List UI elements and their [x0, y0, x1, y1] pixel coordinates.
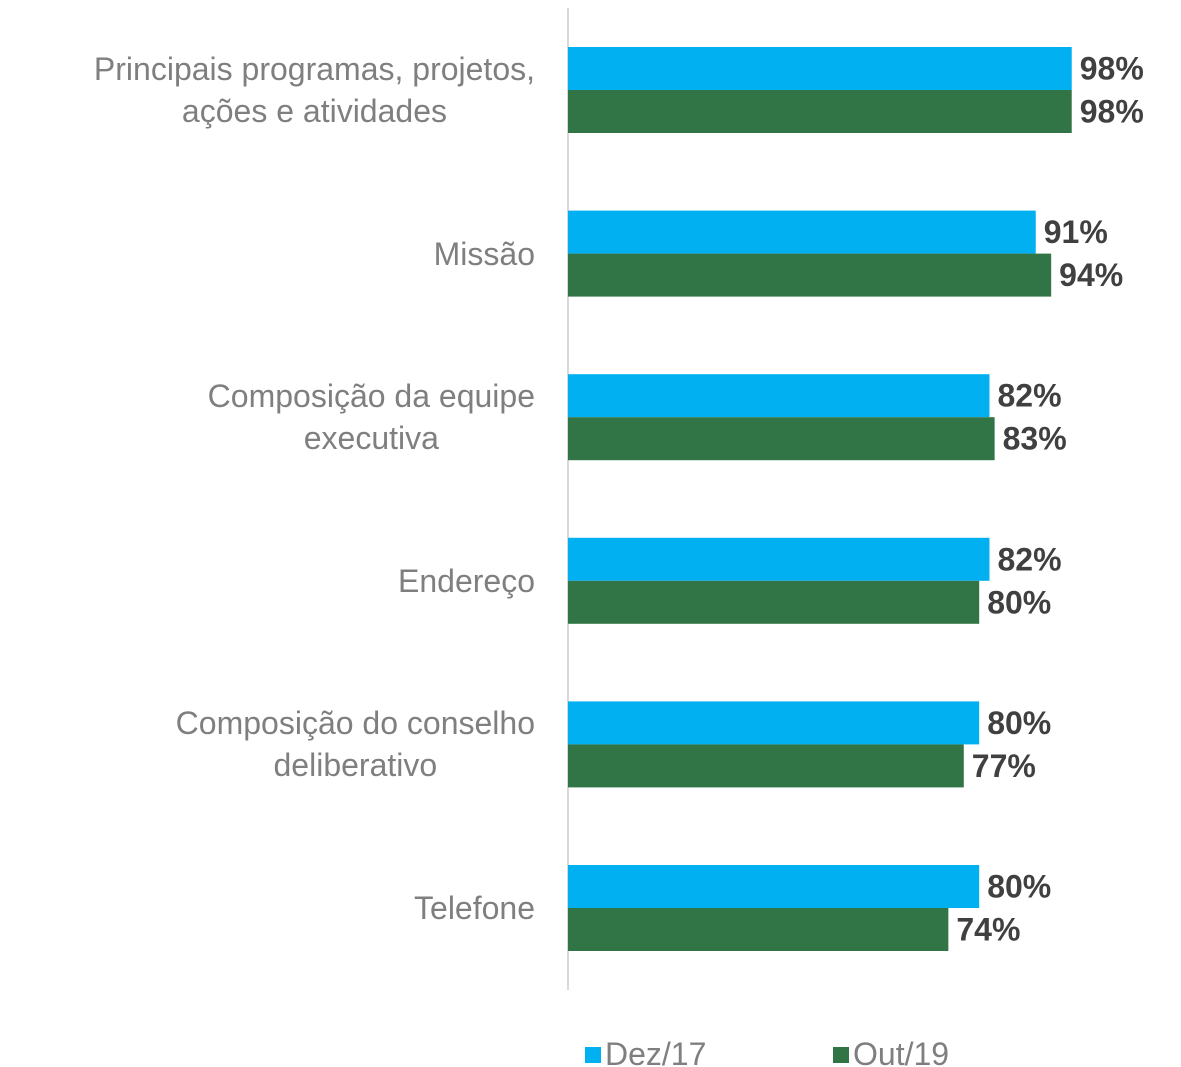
data-label: 82%	[997, 541, 1061, 577]
category-text: Principais programas, projetos, ações e …	[93, 51, 535, 129]
bar	[568, 374, 990, 418]
data-label: 98%	[1080, 51, 1144, 87]
bar	[568, 908, 949, 951]
data-label: 80%	[987, 869, 1051, 905]
bar	[568, 210, 1036, 254]
category-label: Composição do conselho deliberativo	[0, 702, 535, 786]
category-label: Endereço	[0, 560, 535, 602]
data-label: 80%	[987, 705, 1051, 741]
legend-label: Out/19	[853, 1036, 950, 1067]
data-label: 83%	[1003, 421, 1067, 457]
category-label: Missão	[0, 233, 535, 275]
legend-item: Out/19	[833, 1036, 949, 1067]
category-text: Composição do conselho deliberativo	[175, 705, 535, 784]
category-text: Endereço	[398, 562, 535, 599]
category-label: Principais programas, projetos, ações e …	[0, 48, 535, 132]
bar	[568, 744, 964, 788]
bar	[568, 90, 1072, 133]
legend-swatch	[585, 1046, 601, 1063]
data-label: 80%	[987, 584, 1051, 620]
data-label: 98%	[1080, 94, 1144, 130]
bar	[568, 253, 1052, 297]
legend-item: Dez/17	[585, 1036, 706, 1067]
legend-swatch	[833, 1046, 849, 1063]
bar	[568, 417, 995, 461]
category-text: Telefone	[414, 890, 535, 926]
bar	[568, 580, 980, 624]
data-label: 91%	[1044, 214, 1108, 250]
category-label: Composição da equipe executiva	[0, 375, 535, 459]
bar	[568, 865, 980, 908]
category-label: Telefone	[0, 887, 535, 929]
legend: Dez/17 Out/19	[0, 1036, 1181, 1067]
bar	[568, 47, 1072, 90]
data-label: 94%	[1059, 257, 1123, 293]
bar	[568, 701, 980, 745]
legend-label: Dez/17	[605, 1036, 707, 1067]
category-text: Composição da equipe executiva	[207, 378, 535, 457]
data-label: 82%	[997, 378, 1061, 414]
data-label: 74%	[956, 912, 1020, 948]
category-text: Missão	[433, 235, 535, 272]
bar	[568, 537, 990, 581]
data-label: 77%	[972, 748, 1036, 784]
